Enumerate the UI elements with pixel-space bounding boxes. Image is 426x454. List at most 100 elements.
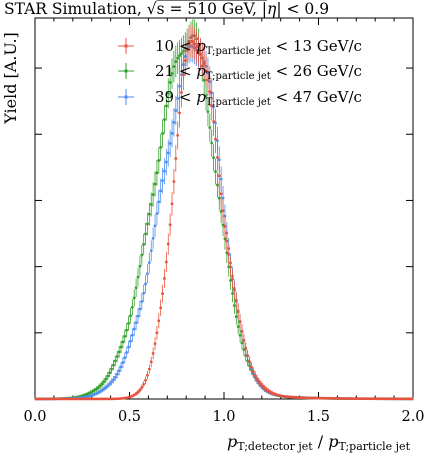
- x-tick-label: 0.0: [23, 409, 46, 425]
- series-0-point: [212, 107, 216, 136]
- series-2-point: [153, 214, 157, 238]
- legend-marker-2: [118, 89, 134, 105]
- series-2-point: [157, 189, 161, 214]
- series-0-point: [181, 59, 185, 91]
- series-0-point: [236, 303, 240, 320]
- series-0-point: [163, 269, 166, 288]
- series-1-point: [104, 375, 108, 383]
- series-2-point: [121, 357, 125, 368]
- series-0-point: [234, 292, 238, 310]
- y-axis-label: Yield [A.U.]: [1, 32, 20, 125]
- series-0-point: [151, 347, 155, 360]
- series-0-point: [200, 42, 204, 75]
- series-2-point: [106, 382, 110, 389]
- series-0-point: [161, 284, 164, 303]
- series-1-point: [155, 159, 159, 186]
- series-2-point: [155, 201, 159, 226]
- series-0-point: [225, 230, 229, 252]
- series-1-point: [119, 340, 123, 354]
- series-0-point: [206, 64, 210, 96]
- series-0-point: [210, 90, 214, 121]
- series-1-point: [208, 113, 212, 142]
- series-0-point: [138, 387, 142, 393]
- series-0-point: [191, 25, 195, 58]
- series-2-point: [149, 240, 153, 262]
- series-2-point: [170, 119, 174, 148]
- series-0-point: [255, 374, 259, 383]
- series-1-point: [157, 147, 161, 174]
- series-1-point: [117, 346, 121, 358]
- series-0-point: [170, 191, 174, 216]
- series-0-point: [159, 299, 163, 316]
- series-1-point: [96, 384, 100, 391]
- series-1-point: [232, 297, 236, 314]
- x-tick-label: 1.5: [307, 409, 330, 425]
- series-1-point: [147, 202, 151, 226]
- series-1-point: [168, 67, 172, 98]
- series-0-point: [140, 384, 144, 391]
- chart-title: STAR Simulation, √s = 510 GeV, |η| < 0.9: [4, 0, 329, 18]
- series-1-point: [125, 323, 129, 338]
- title-lead: STAR Simulation,: [4, 0, 147, 18]
- series-layer: [34, 19, 414, 401]
- series-0-point: [240, 324, 244, 339]
- series-1-point: [172, 50, 176, 83]
- series-1-point: [138, 256, 142, 277]
- series-2-point: [146, 264, 149, 284]
- series-0-point: [142, 381, 146, 388]
- series-1-point: [95, 386, 98, 392]
- series-1-point: [149, 192, 153, 217]
- series-0-point: [242, 333, 246, 348]
- series-1-point: [214, 158, 217, 185]
- series-2-point: [125, 346, 129, 359]
- series-1-point: [146, 212, 149, 236]
- series-2-point: [174, 96, 178, 126]
- series-0-point: [164, 251, 168, 273]
- title-tail: | < 0.9: [276, 0, 329, 18]
- series-0-point: [251, 367, 255, 377]
- series-0-point: [176, 121, 180, 150]
- series-0-point: [214, 125, 217, 153]
- series-2-point: [164, 148, 168, 176]
- series-0-point: [244, 342, 248, 355]
- series-2-point: [110, 378, 113, 386]
- series-1-point: [170, 57, 174, 89]
- series-2-point: [98, 389, 102, 394]
- series-2-point: [176, 83, 180, 114]
- series-0-point: [134, 391, 138, 396]
- series-0-point: [132, 393, 136, 397]
- series-2-point: [100, 387, 104, 393]
- series-2-point: [151, 227, 155, 250]
- series-2-point: [104, 384, 108, 391]
- legend-label-2: 39 < pT;particle jet < 47 GeV/c: [155, 88, 362, 108]
- series-1-point: [159, 133, 163, 161]
- series-1-point: [178, 39, 181, 72]
- series-1-point: [132, 289, 136, 307]
- series-1-point: [115, 350, 119, 363]
- series-0-point: [147, 364, 151, 374]
- series-2-point: [138, 300, 142, 318]
- series-2-point: [127, 340, 130, 354]
- series-2-point: [161, 167, 164, 194]
- series-1-point: [153, 171, 157, 197]
- series-2-point: [115, 369, 119, 379]
- series-0-point: [174, 145, 178, 172]
- series-2-point: [123, 352, 127, 364]
- series-0-point: [195, 31, 198, 64]
- series-2-point: [113, 373, 117, 382]
- series-0-point: [180, 77, 183, 108]
- series-0-point: [248, 356, 251, 368]
- series-1-point: [206, 97, 210, 127]
- x-tick-label: 1.0: [212, 409, 235, 425]
- series-2-point: [129, 334, 132, 348]
- title-sqrt: √: [147, 0, 157, 18]
- series-1-point: [174, 45, 178, 78]
- series-1-point: [176, 42, 180, 74]
- title-s-eq: s = 510 GeV, |: [157, 0, 267, 18]
- series-0-point: [198, 38, 202, 71]
- series-0-point: [153, 337, 157, 351]
- series-0-point: [197, 34, 200, 67]
- series-1-point: [215, 172, 219, 198]
- series-0-point: [136, 389, 140, 395]
- series-0-point: [259, 380, 263, 388]
